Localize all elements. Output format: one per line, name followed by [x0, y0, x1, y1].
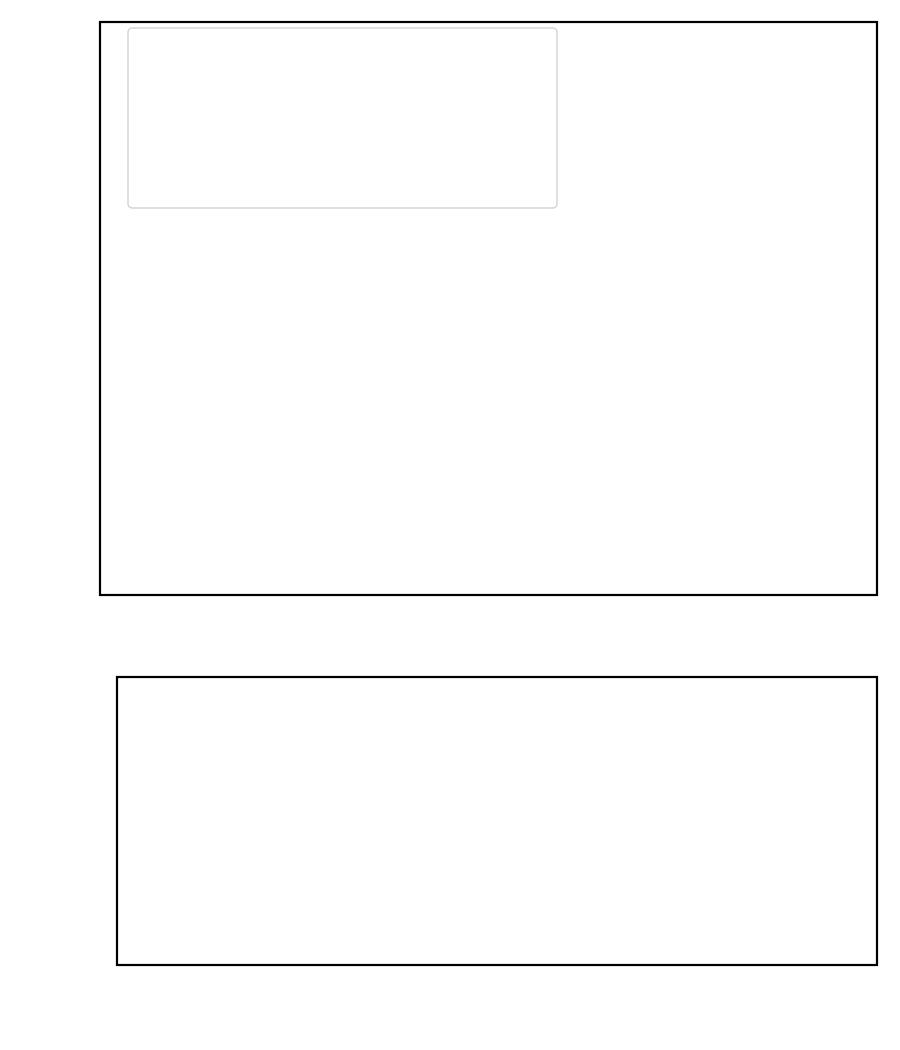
- bottom-plot-frame: [115, 675, 879, 967]
- plot-legend: [127, 27, 558, 209]
- magnitude-calibration-panel: [98, 20, 879, 597]
- top-plot-frame: [98, 20, 879, 597]
- bottom-plot-area: [117, 677, 877, 965]
- legend-box: [127, 27, 558, 209]
- fit-residuals-panel: [115, 675, 879, 967]
